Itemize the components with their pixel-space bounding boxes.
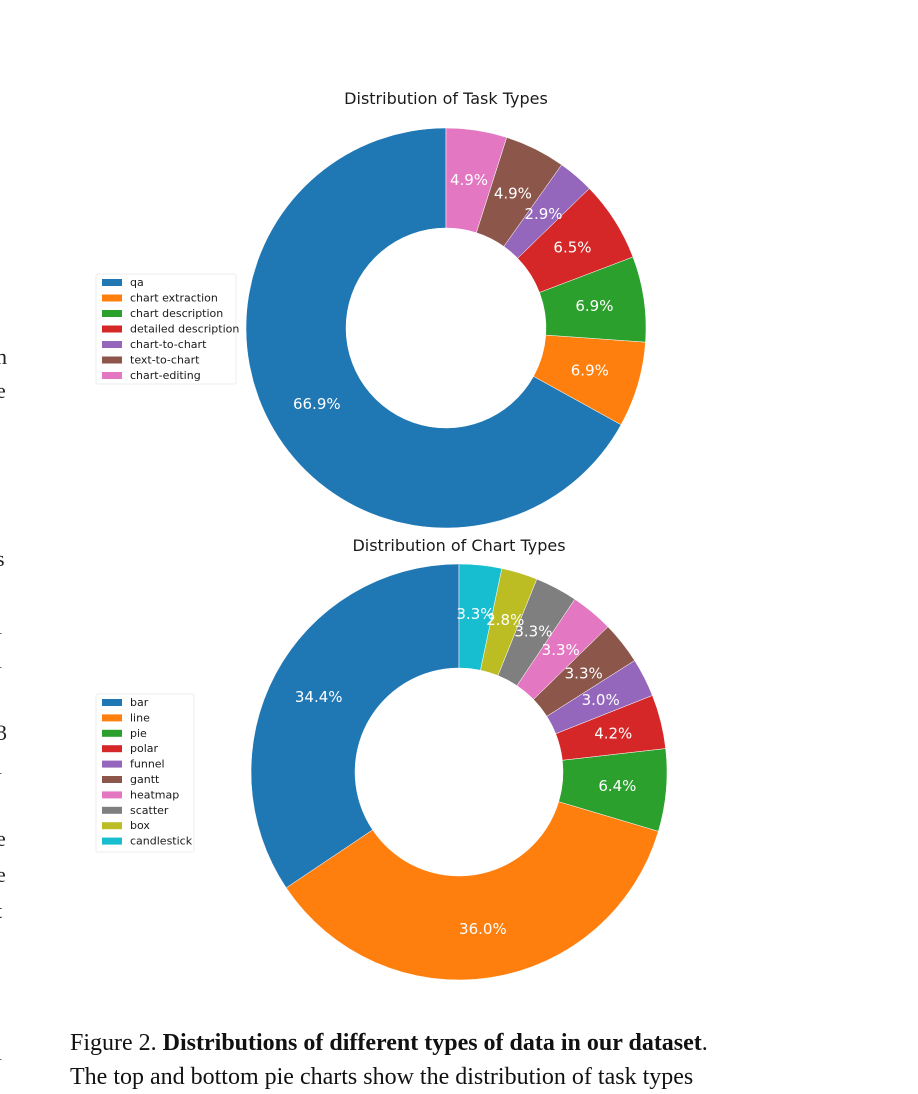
legend-label-heatmap: heatmap bbox=[130, 788, 179, 801]
legend-swatch-gantt bbox=[102, 776, 122, 783]
legend: qa chart extraction chart description detai… bbox=[95, 273, 239, 385]
caption-prefix: Figure 2. bbox=[70, 1030, 163, 1056]
legend-swatch-chart-description bbox=[102, 310, 122, 317]
chart-title: Distribution of Task Types bbox=[344, 89, 548, 108]
slice-labels-group: 34.4%36.0%6.4%4.2%3.0%3.3%3.3%3.3%2.8%3.… bbox=[295, 605, 637, 938]
chart-types-donut-chart: Distribution of Chart Types 34.4% 36.0% 6.… bbox=[95, 536, 668, 981]
legend-swatch-candlestick bbox=[102, 837, 122, 845]
slice-label-bar: 34.4% bbox=[295, 688, 343, 706]
margin-glyph: n bbox=[0, 344, 7, 369]
legend-label-text-to-chart: text-to-chart bbox=[130, 354, 200, 367]
left-margin-text: ne.s.ll.3l.eet.l bbox=[0, 344, 7, 1065]
slice-label-funnel: 3.0% bbox=[582, 691, 620, 709]
margin-glyph: t bbox=[0, 898, 2, 923]
slice-label-qa: 66.9% bbox=[293, 395, 341, 413]
slice-label-scatter: 3.3% bbox=[514, 622, 552, 640]
margin-glyph: e bbox=[0, 826, 6, 851]
slice-label-chart-editing: 4.9% bbox=[450, 171, 488, 189]
slice-candlestick bbox=[458, 563, 503, 671]
slice-labels-group: 66.9% 6.9% 6.9% 6.5% 2.9% 4.9% 4.9% bbox=[293, 171, 613, 413]
slice-label-text-to-chart: 4.9% bbox=[494, 185, 532, 203]
caption-bold-text: Distributions of different types of data… bbox=[162, 1030, 702, 1056]
slice-label-candlestick: 3.3% bbox=[456, 605, 494, 623]
slice-line bbox=[285, 801, 659, 981]
slice-label-chart-description: 6.9% bbox=[575, 297, 613, 315]
slice-label-box: 2.8% bbox=[486, 611, 524, 629]
legend-swatch-box bbox=[102, 822, 122, 830]
slice-label-polar: 4.2% bbox=[594, 724, 632, 742]
legend-label-chart-description: chart description bbox=[130, 307, 223, 320]
legend-label-chart-to-chart: chart-to-chart bbox=[130, 338, 207, 351]
legend-swatch-qa bbox=[102, 279, 122, 286]
legend-label-pie: pie bbox=[130, 727, 147, 740]
slice-bar bbox=[250, 563, 460, 889]
legend-label-funnel: funnel bbox=[130, 758, 165, 771]
legend-label-scatter: scatter bbox=[130, 804, 169, 817]
legend-swatch-heatmap bbox=[102, 791, 122, 799]
legend: bar line pie polar funnel gantt heatmap scatter… bbox=[95, 693, 195, 853]
margin-glyph: . bbox=[0, 412, 2, 437]
margin-glyph: 3 bbox=[0, 720, 7, 745]
legend-label-detailed-description: detailed description bbox=[130, 323, 239, 336]
slice-label-heatmap: 3.3% bbox=[542, 641, 580, 659]
margin-glyph: l bbox=[0, 754, 2, 779]
margin-glyph: e bbox=[0, 378, 6, 403]
legend-swatch-line bbox=[102, 714, 122, 722]
margin-glyph: e bbox=[0, 862, 6, 887]
slice-label-line: 36.0% bbox=[459, 920, 507, 938]
margin-glyph: . bbox=[0, 1004, 2, 1029]
legend-swatch-bar bbox=[102, 699, 122, 706]
legend-label-bar: bar bbox=[130, 696, 149, 709]
margin-glyph: l bbox=[0, 1040, 2, 1065]
caption-line-1: Figure 2. Distributions of different typ… bbox=[70, 1026, 850, 1060]
legend-swatch-funnel bbox=[102, 760, 122, 768]
margin-glyph: . bbox=[0, 788, 2, 813]
legend-label-candlestick: candlestick bbox=[130, 835, 193, 848]
slice-label-pie: 6.4% bbox=[598, 777, 636, 795]
legend-label-line: line bbox=[130, 711, 150, 724]
legend-swatch-detailed-description bbox=[102, 325, 122, 333]
slice-label-detailed-description: 6.5% bbox=[553, 238, 591, 256]
slices-group bbox=[245, 127, 647, 529]
legend-label-chart-extraction: chart extraction bbox=[130, 292, 218, 305]
figure-caption: Figure 2. Distributions of different typ… bbox=[70, 1026, 850, 1094]
margin-glyph: s bbox=[0, 546, 5, 571]
caption-suffix: . bbox=[701, 1030, 708, 1056]
margin-glyph: . bbox=[0, 685, 2, 710]
slice-chart-editing bbox=[445, 127, 507, 234]
legend-frame bbox=[95, 273, 237, 385]
slice-label-chart-to-chart: 2.9% bbox=[524, 205, 562, 223]
slices-group bbox=[250, 563, 668, 981]
legend-label-gantt: gantt bbox=[130, 773, 160, 786]
legend-label-polar: polar bbox=[130, 742, 159, 755]
slice-label-gantt: 3.3% bbox=[565, 664, 603, 682]
slice-label-chart-extraction: 6.9% bbox=[571, 362, 609, 380]
legend-swatch-scatter bbox=[102, 806, 122, 814]
legend-swatch-text-to-chart bbox=[102, 356, 122, 364]
caption-line-2: The top and bottom pie charts show the d… bbox=[70, 1064, 694, 1090]
legend-label-box: box bbox=[130, 819, 150, 832]
legend-swatch-chart-to-chart bbox=[102, 341, 122, 348]
legend-label-chart-editing: chart-editing bbox=[130, 369, 201, 382]
legend-swatch-chart-editing bbox=[102, 372, 122, 379]
margin-glyph: l bbox=[0, 614, 2, 639]
task-types-donut-chart: Distribution of Task Types 66.9% 6.9% 6.9%… bbox=[95, 89, 647, 529]
legend-swatch-pie bbox=[102, 729, 122, 737]
chart-title: Distribution of Chart Types bbox=[352, 536, 565, 555]
slice-qa bbox=[245, 127, 622, 529]
legend-swatch-polar bbox=[102, 745, 122, 753]
legend-swatch-chart-extraction bbox=[102, 294, 122, 302]
margin-glyph: . bbox=[0, 580, 2, 605]
margin-glyph: l bbox=[0, 648, 2, 673]
legend-label-qa: qa bbox=[130, 276, 144, 289]
